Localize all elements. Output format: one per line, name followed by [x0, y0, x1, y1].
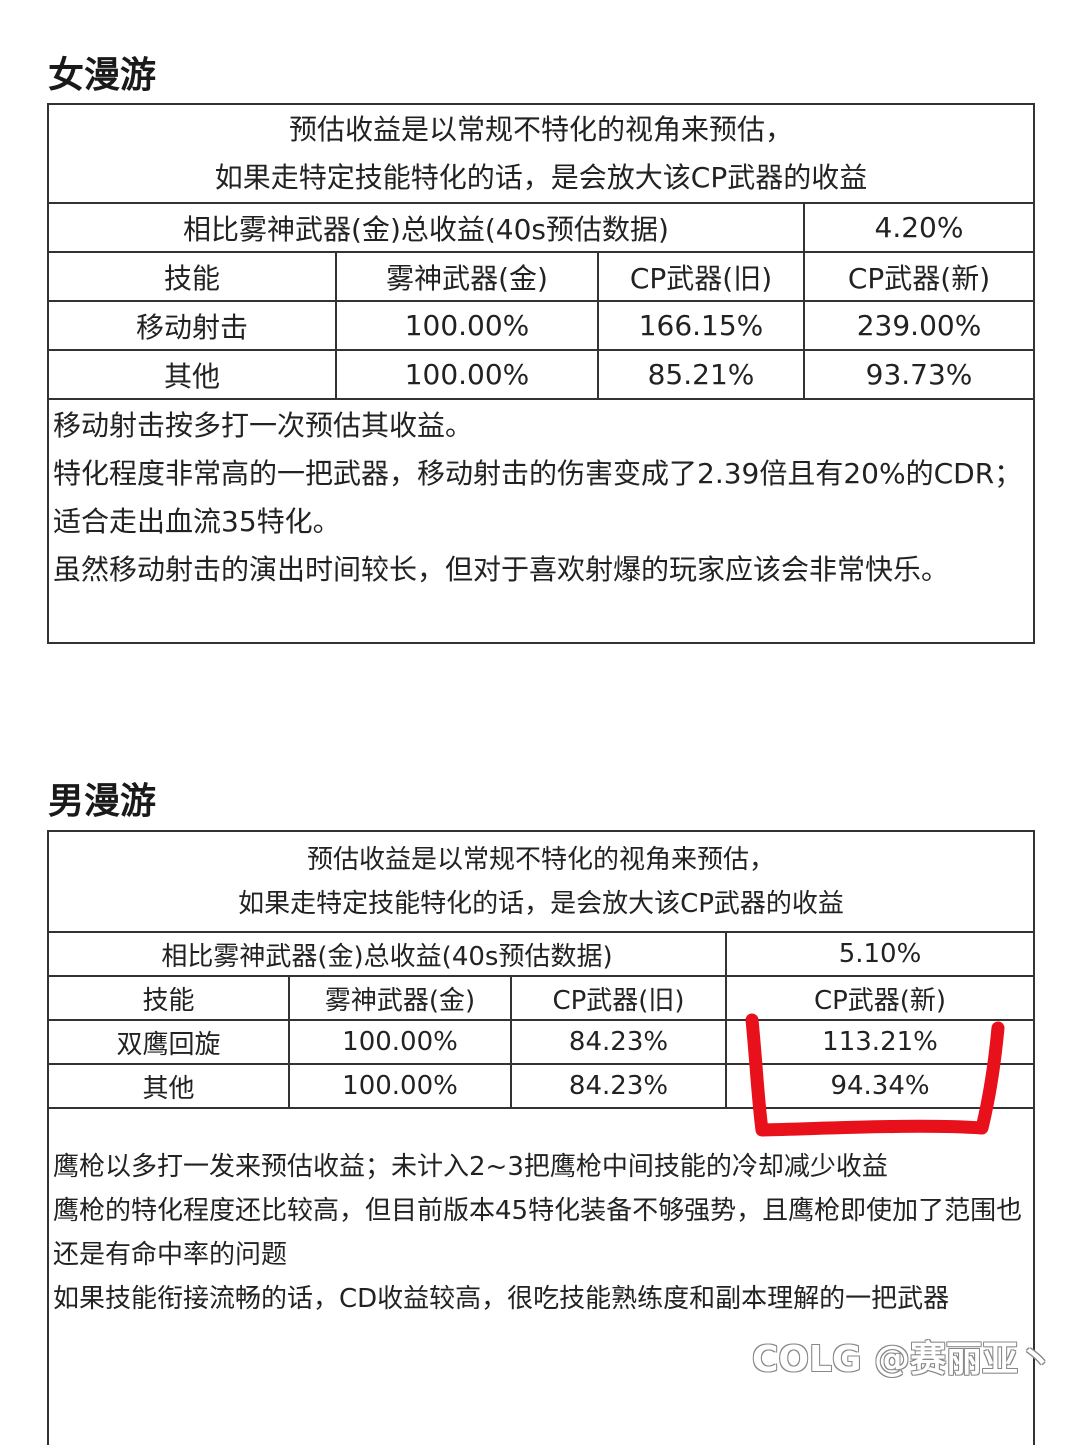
cell: 100.00% [335, 349, 599, 400]
table-row: 其他 100.00% 85.21% 93.73% [47, 349, 1036, 400]
section-title-female-ranger: 女漫游 [48, 55, 157, 96]
total-value: 5.10% [724, 931, 1036, 977]
cell: 239.00% [802, 300, 1036, 351]
notes-cell: 移动射击按多打一次预估其收益。 特化程度非常高的一把武器，移动射击的伤害变成了2… [46, 398, 1036, 644]
table-row: 双鹰回旋 100.00% 84.23% 113.21% [47, 1019, 1036, 1065]
note: 移动射击按多打一次预估其收益。 [53, 409, 474, 442]
cell: 94.34% [724, 1063, 1036, 1109]
cell: 100.00% [288, 1063, 512, 1109]
intro-line: 预估收益是以常规不特化的视角来预估， [307, 844, 776, 875]
section-title-male-ranger: 男漫游 [48, 781, 157, 822]
header-cell: CP武器(新) [802, 251, 1036, 302]
female-ranger-table: 预估收益是以常规不特化的视角来预估， 如果走特定技能特化的话，是会放大该CP武器… [46, 103, 1036, 644]
cell: 84.23% [510, 1063, 727, 1109]
intro-cell: 预估收益是以常规不特化的视角来预估， 如果走特定技能特化的话，是会放大该CP武器… [46, 103, 1036, 204]
cell: 166.15% [597, 300, 805, 351]
header-cell: CP武器(新) [724, 975, 1036, 1021]
total-value: 4.20% [802, 202, 1036, 253]
total-label: 相比雾神武器(金)总收益(40s预估数据) [47, 202, 805, 253]
intro-cell: 预估收益是以常规不特化的视角来预估， 如果走特定技能特化的话，是会放大该CP武器… [46, 830, 1036, 933]
cell: 84.23% [510, 1019, 727, 1065]
header-cell: 雾神武器(金) [288, 975, 512, 1021]
table-row: 其他 100.00% 84.23% 94.34% [47, 1063, 1036, 1109]
header-cell: CP武器(旧) [510, 975, 727, 1021]
header-cell: CP武器(旧) [597, 251, 805, 302]
colg-watermark: COLG @赛丽亚丶 [752, 1339, 1055, 1380]
header-row: 技能 雾神武器(金) CP武器(旧) CP武器(新) [47, 975, 1036, 1021]
header-cell: 雾神武器(金) [335, 251, 599, 302]
note: 特化程度非常高的一把武器，移动射击的伤害变成了2.39倍且有20%的CDR；适合… [53, 457, 1023, 538]
cell: 其他 [47, 1063, 290, 1109]
note: 虽然移动射击的演出时间较长，但对于喜欢射爆的玩家应该会非常快乐。 [53, 553, 950, 586]
table-row: 移动射击 100.00% 166.15% 239.00% [47, 300, 1036, 351]
note: 鹰枪的特化程度还比较高，但目前版本45特化装备不够强势，且鹰枪即使加了范围也还是… [53, 1196, 1023, 1270]
intro-line: 如果走特定技能特化的话，是会放大该CP武器的收益 [238, 888, 844, 919]
header-cell: 技能 [47, 975, 290, 1021]
note: 如果技能衔接流畅的话，CD收益较高，很吃技能熟练度和副本理解的一把武器 [53, 1284, 950, 1314]
cell: 移动射击 [47, 300, 337, 351]
cell: 100.00% [335, 300, 599, 351]
intro-line: 预估收益是以常规不特化的视角来预估， [289, 112, 794, 146]
cell: 113.21% [724, 1019, 1036, 1065]
total-label: 相比雾神武器(金)总收益(40s预估数据) [47, 931, 727, 977]
cell: 100.00% [288, 1019, 512, 1065]
header-cell: 技能 [47, 251, 337, 302]
notes-cell: 鹰枪以多打一发来预估收益；未计入2~3把鹰枪中间技能的冷却减少收益 鹰枪的特化程… [46, 1107, 1036, 1445]
note: 鹰枪以多打一发来预估收益；未计入2~3把鹰枪中间技能的冷却减少收益 [53, 1152, 888, 1182]
cell: 93.73% [802, 349, 1036, 400]
intro-line: 如果走特定技能特化的话，是会放大该CP武器的收益 [214, 160, 868, 194]
cell: 85.21% [597, 349, 805, 400]
cell: 双鹰回旋 [47, 1019, 290, 1065]
male-ranger-table: 预估收益是以常规不特化的视角来预估， 如果走特定技能特化的话，是会放大该CP武器… [46, 830, 1036, 1445]
header-row: 技能 雾神武器(金) CP武器(旧) CP武器(新) [47, 251, 1036, 302]
cell: 其他 [47, 349, 337, 400]
